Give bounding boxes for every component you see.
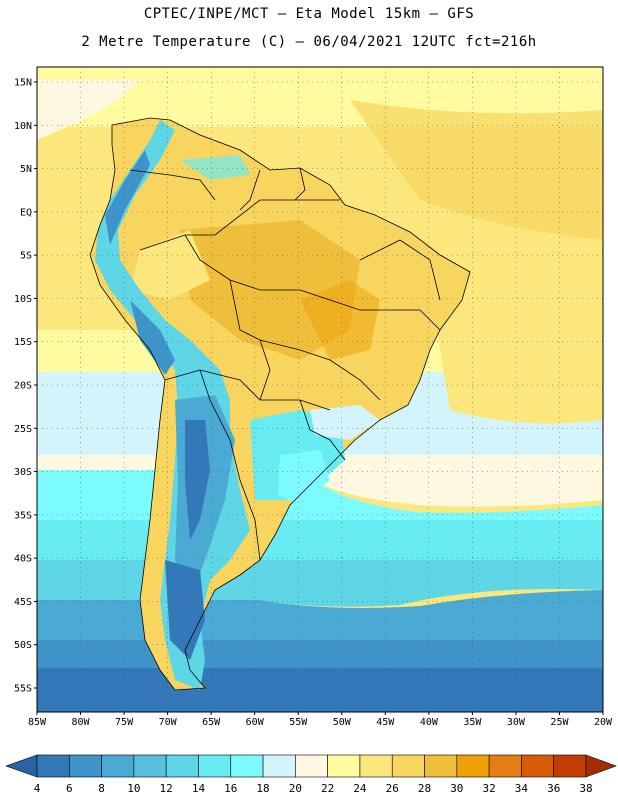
longitude-labels: 85W 80W 75W 70W 65W 60W 55W 50W 45W 40W 35W 30W 25W 2… (28, 712, 613, 728)
colorbar-label: 32 (482, 782, 495, 795)
colorbar-label: 28 (418, 782, 431, 795)
lat-tick-label: 30S (14, 467, 32, 478)
lat-tick-label: 5N (20, 164, 32, 175)
colorbar-label: 12 (160, 782, 173, 795)
map-subtitle: 2 Metre Temperature (C) – 06/04/2021 12U… (81, 34, 537, 50)
colorbar-label: 36 (547, 782, 560, 795)
colorbar-swatch (133, 754, 167, 778)
colorbar-swatch (198, 754, 232, 778)
lon-tick-label: 35W (463, 717, 482, 728)
colorbar-label: 24 (353, 782, 367, 795)
lat-tick-label: 25S (14, 424, 32, 435)
colorbar-label: 14 (192, 782, 206, 795)
lon-tick-label: 80W (72, 717, 91, 728)
colorbar-swatch (327, 754, 361, 778)
lon-tick-label: 25W (550, 717, 569, 728)
colorbar-swatch (165, 754, 199, 778)
lat-tick-label: 55S (14, 684, 32, 695)
lat-tick-label: 40S (14, 554, 32, 565)
lon-tick-label: 70W (159, 717, 178, 728)
colorbar-arrow-low (5, 754, 38, 778)
colorbar-swatch (262, 754, 296, 778)
colorbar-swatch (68, 754, 102, 778)
lon-tick-label: 85W (28, 717, 47, 728)
lon-tick-label: 45W (376, 717, 395, 728)
map-frame (36, 66, 604, 713)
lat-tick-label: 20S (14, 381, 32, 392)
colorbar-swatch (521, 754, 555, 778)
latitude-labels: 15N 10N 5N EQ 5S 10S 15S 20S 25S 30S 35S 40S 45S 50S 5… (14, 78, 37, 695)
lon-tick-label: 20W (594, 717, 613, 728)
lon-tick-label: 40W (420, 717, 439, 728)
lon-tick-label: 50W (333, 717, 352, 728)
colorbar-swatch (295, 754, 328, 778)
colorbar-arrow-high (585, 754, 617, 778)
lat-tick-label: 50S (14, 640, 32, 651)
lon-tick-label: 60W (246, 717, 265, 728)
lat-tick-label: 35S (14, 510, 32, 521)
colorbar-label: 16 (224, 782, 237, 795)
lat-tick-label: EQ (20, 207, 32, 218)
colorbar-label: 20 (289, 782, 302, 795)
map-title: CPTEC/INPE/MCT – Eta Model 15km – GFS (143, 6, 475, 22)
colorbar-swatch (456, 754, 490, 778)
colorbar-label: 10 (127, 782, 140, 795)
lat-tick-label: 45S (14, 597, 32, 608)
colorbar-swatch (488, 754, 522, 778)
lon-tick-label: 30W (507, 717, 526, 728)
colorbar-label: 30 (450, 782, 463, 795)
colorbar-swatch (36, 754, 70, 778)
colorbar-label: 18 (256, 782, 269, 795)
colorbar-label: 26 (386, 782, 399, 795)
lon-tick-label: 65W (202, 717, 221, 728)
colorbar-label: 22 (321, 782, 334, 795)
colorbar-swatch (553, 754, 587, 778)
lon-tick-label: 55W (289, 717, 308, 728)
temperature-field (37, 67, 603, 712)
colorbar-swatch (101, 754, 135, 778)
lat-tick-label: 15S (14, 337, 32, 348)
colorbar-label: 6 (66, 782, 73, 795)
colorbar-label: 34 (515, 782, 529, 795)
lat-tick-label: 10S (14, 294, 32, 305)
colorbar-swatch (424, 754, 458, 778)
colorbar-label: 38 (579, 782, 592, 795)
lat-tick-label: 10N (14, 121, 32, 132)
colorbar-swatch (359, 754, 393, 778)
lat-tick-label: 15N (14, 78, 32, 89)
lat-tick-label: 5S (20, 251, 32, 262)
colorbar-swatch (391, 754, 425, 778)
colorbar-label: 8 (98, 782, 105, 795)
country-borders (89, 117, 471, 691)
lon-tick-label: 75W (115, 717, 134, 728)
colorbar-swatch (230, 754, 264, 778)
colorbar-label: 4 (34, 782, 41, 795)
colorbar: 4 6 8 10 12 14 16 18 20 22 24 26 28 30 32 34 36 38 (5, 754, 617, 795)
